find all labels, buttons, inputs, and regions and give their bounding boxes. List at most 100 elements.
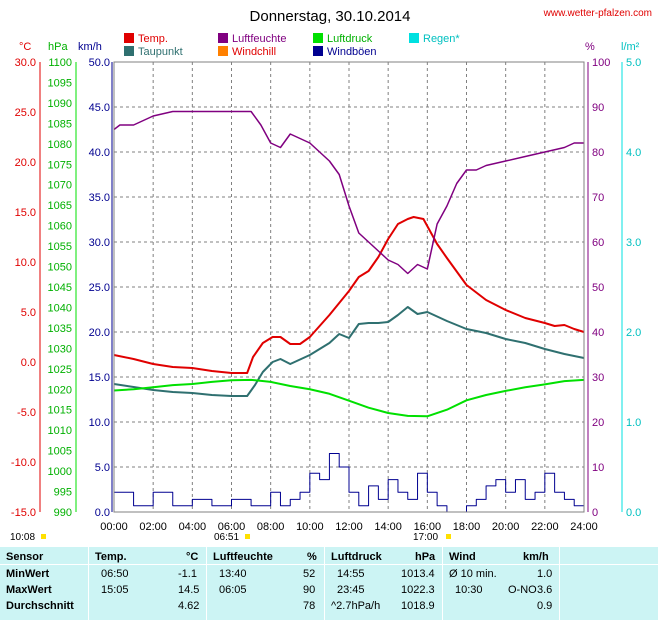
rain-tick-label: 3.0: [626, 237, 641, 249]
sunrise-label: 06:51: [214, 532, 239, 543]
max-temp-value: 14.5: [178, 584, 200, 596]
axis-unit-labels: °C hPa km/h % l/m²: [19, 41, 640, 53]
pressure-axis-unit: hPa: [48, 41, 68, 53]
statistics-table: Sensor Temp. °C Luftfeuchte % Luftdruck …: [0, 547, 658, 620]
pressure-tick-label: 990: [54, 507, 72, 519]
legend-swatch-temp: [124, 33, 134, 43]
humidity-tick-label: 80: [592, 147, 604, 159]
header-sensor: Sensor: [6, 551, 44, 563]
header-wind-unit: km/h: [523, 551, 549, 563]
col-divider: [324, 547, 325, 620]
min-wind-label: Ø 10 min.: [449, 568, 497, 580]
wind-axis-unit: km/h: [78, 41, 102, 53]
pressure-tick-label: 1055: [48, 241, 72, 253]
weather-chart: Donnerstag, 30.10.2014 www.wetter-pfalze…: [10, 8, 652, 543]
wind-gust-line: [114, 453, 585, 513]
avg-press-value: 1018.9: [401, 600, 435, 612]
header-humidity: Luftfeuchte: [213, 551, 273, 563]
avg-temp-value: 4.62: [178, 600, 200, 612]
x-tick-label: 22:00: [531, 521, 559, 533]
temperature-line: [113, 216, 585, 374]
avg-hum-value: 78: [303, 600, 316, 612]
legend-swatch-rain: [409, 33, 419, 43]
temp-tick-label: -15.0: [11, 507, 36, 519]
humidity-tick-label: 40: [592, 327, 604, 339]
x-tick-label: 14:00: [374, 521, 402, 533]
humidity-tick-label: 60: [592, 237, 604, 249]
legend: Temp. Luftfeuchte Luftdruck Regen* Taupu…: [124, 33, 460, 58]
col-divider: [559, 547, 560, 620]
humidity-tick-label: 30: [592, 372, 604, 384]
min-hum-time: 13:40: [219, 568, 247, 580]
rain-tick-label: 1.0: [626, 417, 641, 429]
daylength-marker-icon: [41, 534, 46, 539]
min-press-value: 1013.4: [401, 568, 435, 580]
humidity-tick-label: 50: [592, 282, 604, 294]
legend-label-rain: Regen*: [423, 33, 460, 45]
max-wind-direction: O-NO: [508, 584, 537, 596]
legend-label-gusts: Windböen: [327, 46, 377, 58]
max-temp-time: 15:05: [101, 584, 129, 596]
temp-tick-label: 30.0: [15, 57, 36, 69]
sunset-label: 17:00: [413, 532, 438, 543]
wind-tick-label: 25.0: [89, 282, 110, 294]
site-link[interactable]: www.wetter-pfalzen.com: [543, 8, 652, 19]
temp-tick-label: 25.0: [15, 107, 36, 119]
wind-tick-label: 50.0: [89, 57, 110, 69]
pressure-tick-label: 1080: [48, 139, 72, 151]
pressure-tick-label: 1070: [48, 180, 72, 192]
legend-label-humidity: Luftfeuchte: [232, 33, 286, 45]
pressure-tick-label: 1100: [48, 57, 72, 69]
wind-tick-label: 10.0: [89, 417, 110, 429]
wind-tick-label: 30.0: [89, 237, 110, 249]
header-temp: Temp.: [95, 551, 127, 563]
rain-tick-label: 2.0: [626, 327, 641, 339]
x-tick-label: 12:00: [335, 521, 363, 533]
row-avg-label: Durchschnitt: [6, 600, 74, 612]
x-tick-label: 06:00: [218, 521, 246, 533]
legend-swatch-windchill: [218, 46, 228, 56]
temp-tick-label: 0.0: [21, 357, 36, 369]
pressure-tick-label: 1005: [48, 446, 72, 458]
humidity-tick-label: 100: [592, 57, 610, 69]
sun-markers: 06:51 17:00 10:08: [10, 532, 451, 543]
wind-tick-label: 40.0: [89, 147, 110, 159]
pressure-tick-label: 1040: [48, 302, 72, 314]
wind-tick-label: 5.0: [95, 462, 110, 474]
wind-tick-label: 45.0: [89, 102, 110, 114]
legend-label-pressure: Luftdruck: [327, 33, 373, 45]
humidity-axis-unit: %: [585, 41, 595, 53]
min-temp-time: 06:50: [101, 568, 129, 580]
dewpoint-line: [113, 306, 585, 397]
temp-tick-label: 20.0: [15, 157, 36, 169]
max-press-value: 1022.3: [401, 584, 435, 596]
col-divider: [206, 547, 207, 620]
pressure-tick-label: 1050: [48, 262, 72, 274]
pressure-line: [113, 378, 585, 418]
header-pressure: Luftdruck: [331, 551, 382, 563]
col-divider: [442, 547, 443, 620]
legend-swatch-gusts: [313, 46, 323, 56]
x-tick-label: 08:00: [257, 521, 285, 533]
temp-tick-label: 5.0: [21, 307, 36, 319]
avg-press-trend: ^2.7hPa/h: [331, 600, 381, 612]
max-wind-value: 3.6: [537, 584, 553, 596]
rain-tick-label: 5.0: [626, 57, 641, 69]
row-min-label: MinWert: [6, 568, 50, 580]
humidity-tick-label: 90: [592, 102, 604, 114]
temp-tick-label: -5.0: [17, 407, 36, 419]
x-tick-label: 02:00: [139, 521, 167, 533]
pressure-tick-label: 1060: [48, 221, 72, 233]
min-wind-value: 1.0: [537, 568, 553, 580]
max-wind-time: 10:30: [455, 584, 483, 596]
pressure-tick-label: 1035: [48, 323, 72, 335]
legend-swatch-humidity: [218, 33, 228, 43]
pressure-tick-label: 1065: [48, 200, 72, 212]
row-divider: [0, 564, 658, 565]
x-tick-label: 20:00: [492, 521, 520, 533]
wind-tick-label: 15.0: [89, 372, 110, 384]
header-humidity-unit: %: [307, 551, 317, 563]
series: [113, 110, 585, 513]
x-tick-label: 00:00: [100, 521, 128, 533]
pressure-tick-label: 1025: [48, 364, 72, 376]
